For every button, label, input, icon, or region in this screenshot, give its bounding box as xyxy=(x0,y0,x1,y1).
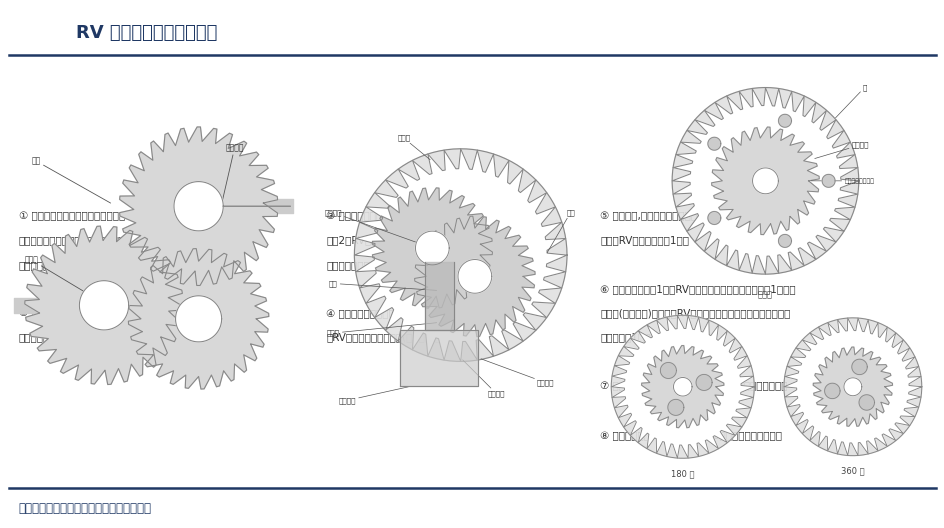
Text: 旋转轴: 旋转轴 xyxy=(327,323,436,336)
Polygon shape xyxy=(660,362,676,379)
Polygon shape xyxy=(174,182,223,231)
Polygon shape xyxy=(824,383,839,399)
Text: RV 减速器减速原理示意图: RV 减速器减速原理示意图 xyxy=(76,24,217,42)
Text: ④ 如果曲柄轴旋转，则安装在偏心部的2: ④ 如果曲柄轴旋转，则安装在偏心部的2 xyxy=(326,308,445,318)
Polygon shape xyxy=(696,374,712,390)
Text: 正齿轮，按输入齿轮与和正齿轮的齿数: 正齿轮，按输入齿轮与和正齿轮的齿数 xyxy=(19,235,125,246)
Text: 了平衡作用力）: 了平衡作用力） xyxy=(326,260,369,270)
Polygon shape xyxy=(128,249,268,389)
Text: 正齿轮相同的转速旋转。: 正齿轮相同的转速旋转。 xyxy=(19,333,88,343)
Text: 个RV齿轮也进行偏心运动(曲轴运动)。: 个RV齿轮也进行偏心运动(曲轴运动)。 xyxy=(326,333,441,343)
Polygon shape xyxy=(784,318,920,456)
Text: 方向上旋转1个齿数的距离。: 方向上旋转1个齿数的距离。 xyxy=(599,333,681,343)
Text: ② 曲柄轴直接与正齿轮相连接，以与: ② 曲柄轴直接与正齿轮相连接，以与 xyxy=(19,308,125,318)
Text: 数目比RV齿轮的齿数多1个。: 数目比RV齿轮的齿数多1个。 xyxy=(599,235,688,246)
Polygon shape xyxy=(79,281,128,330)
Text: 装的2个RV齿轮。（安装2个RV齿轮是为: 装的2个RV齿轮。（安装2个RV齿轮是为 xyxy=(326,235,453,246)
Polygon shape xyxy=(372,188,492,308)
Polygon shape xyxy=(843,378,861,395)
Text: 壳体基础: 壳体基础 xyxy=(480,359,554,386)
Polygon shape xyxy=(641,346,723,428)
Text: （正齿运动部分）: （正齿运动部分） xyxy=(811,178,873,184)
Text: ⑤ 另一方面,在外壳内侧的针齿槽中没有以等距离排列的针齿，其: ⑤ 另一方面,在外壳内侧的针齿槽中没有以等距离排列的针齿，其 xyxy=(599,211,784,221)
Polygon shape xyxy=(778,234,790,247)
Polygon shape xyxy=(176,296,222,342)
Text: ⑦ 该旋转通过曲柄轴传递至输出轴，得到减速。减速比为针齿数。: ⑦ 该旋转通过曲柄轴传递至输出轴，得到减速。减速比为针齿数。 xyxy=(599,381,786,391)
Polygon shape xyxy=(671,88,858,274)
Text: 360 度: 360 度 xyxy=(840,467,864,476)
Text: ⑧ 总减速比为第1减速部的减速比与第2减速部的减速比之积。: ⑧ 总减速比为第1减速部的减速比与第2减速部的减速比之积。 xyxy=(599,430,782,440)
Text: 针齿滚筒: 针齿滚筒 xyxy=(814,142,868,158)
Text: 俯视图: 俯视图 xyxy=(757,290,772,299)
Polygon shape xyxy=(673,378,691,396)
Text: 心运动(曲轴运动)。结果，RV齿轮沿着与曲柄轴的旋转方向相反的: 心运动(曲轴运动)。结果，RV齿轮沿着与曲柄轴的旋转方向相反的 xyxy=(599,308,789,318)
Text: 针齿承架: 针齿承架 xyxy=(463,360,504,397)
Text: 披碗: 披碗 xyxy=(547,209,574,253)
Text: 正齿轮: 正齿轮 xyxy=(25,256,102,302)
Text: 比进行减速。: 比进行减速。 xyxy=(19,260,57,270)
Polygon shape xyxy=(671,88,858,274)
Text: 曲柄驱动: 曲柄驱动 xyxy=(338,387,408,404)
Polygon shape xyxy=(611,315,753,458)
Polygon shape xyxy=(707,137,720,150)
Polygon shape xyxy=(611,315,753,458)
Polygon shape xyxy=(414,216,534,336)
Polygon shape xyxy=(354,149,566,361)
Polygon shape xyxy=(858,395,873,410)
Text: 曲轴: 曲轴 xyxy=(329,280,436,290)
Polygon shape xyxy=(821,174,834,187)
Polygon shape xyxy=(415,231,448,265)
Polygon shape xyxy=(751,168,778,194)
Polygon shape xyxy=(354,149,566,362)
Polygon shape xyxy=(458,259,491,293)
Polygon shape xyxy=(813,347,891,426)
Polygon shape xyxy=(400,329,478,386)
Text: 输入齿轮: 输入齿轮 xyxy=(222,143,244,203)
Polygon shape xyxy=(667,399,683,416)
Text: 针: 针 xyxy=(834,84,866,118)
Polygon shape xyxy=(120,127,278,286)
Text: ③ 在曲柄轴的偏心部有通过滚针轴承安: ③ 在曲柄轴的偏心部有通过滚针轴承安 xyxy=(326,211,438,221)
Text: ① 伺服电机的旋转从输入齿轮传递至: ① 伺服电机的旋转从输入齿轮传递至 xyxy=(19,211,125,221)
Polygon shape xyxy=(711,127,818,234)
Text: 偏心区域: 偏心区域 xyxy=(324,209,430,247)
Text: 正齿轮: 正齿轮 xyxy=(397,135,430,160)
Text: 资料来源：纳博特斯克官网、申万宏源研究: 资料来源：纳博特斯克官网、申万宏源研究 xyxy=(19,502,152,515)
Text: ⑥ 如果曲柄轴旋转1圈，RV齿轮在与针齿接触的同时进行1圈的偏: ⑥ 如果曲柄轴旋转1圈，RV齿轮在与针齿接触的同时进行1圈的偏 xyxy=(599,284,795,294)
Polygon shape xyxy=(25,226,183,384)
Polygon shape xyxy=(707,212,720,224)
Text: 180 度: 180 度 xyxy=(670,470,694,479)
Polygon shape xyxy=(851,359,867,374)
Polygon shape xyxy=(778,115,790,127)
Polygon shape xyxy=(784,318,920,456)
Text: 刚轮: 刚轮 xyxy=(32,157,110,203)
